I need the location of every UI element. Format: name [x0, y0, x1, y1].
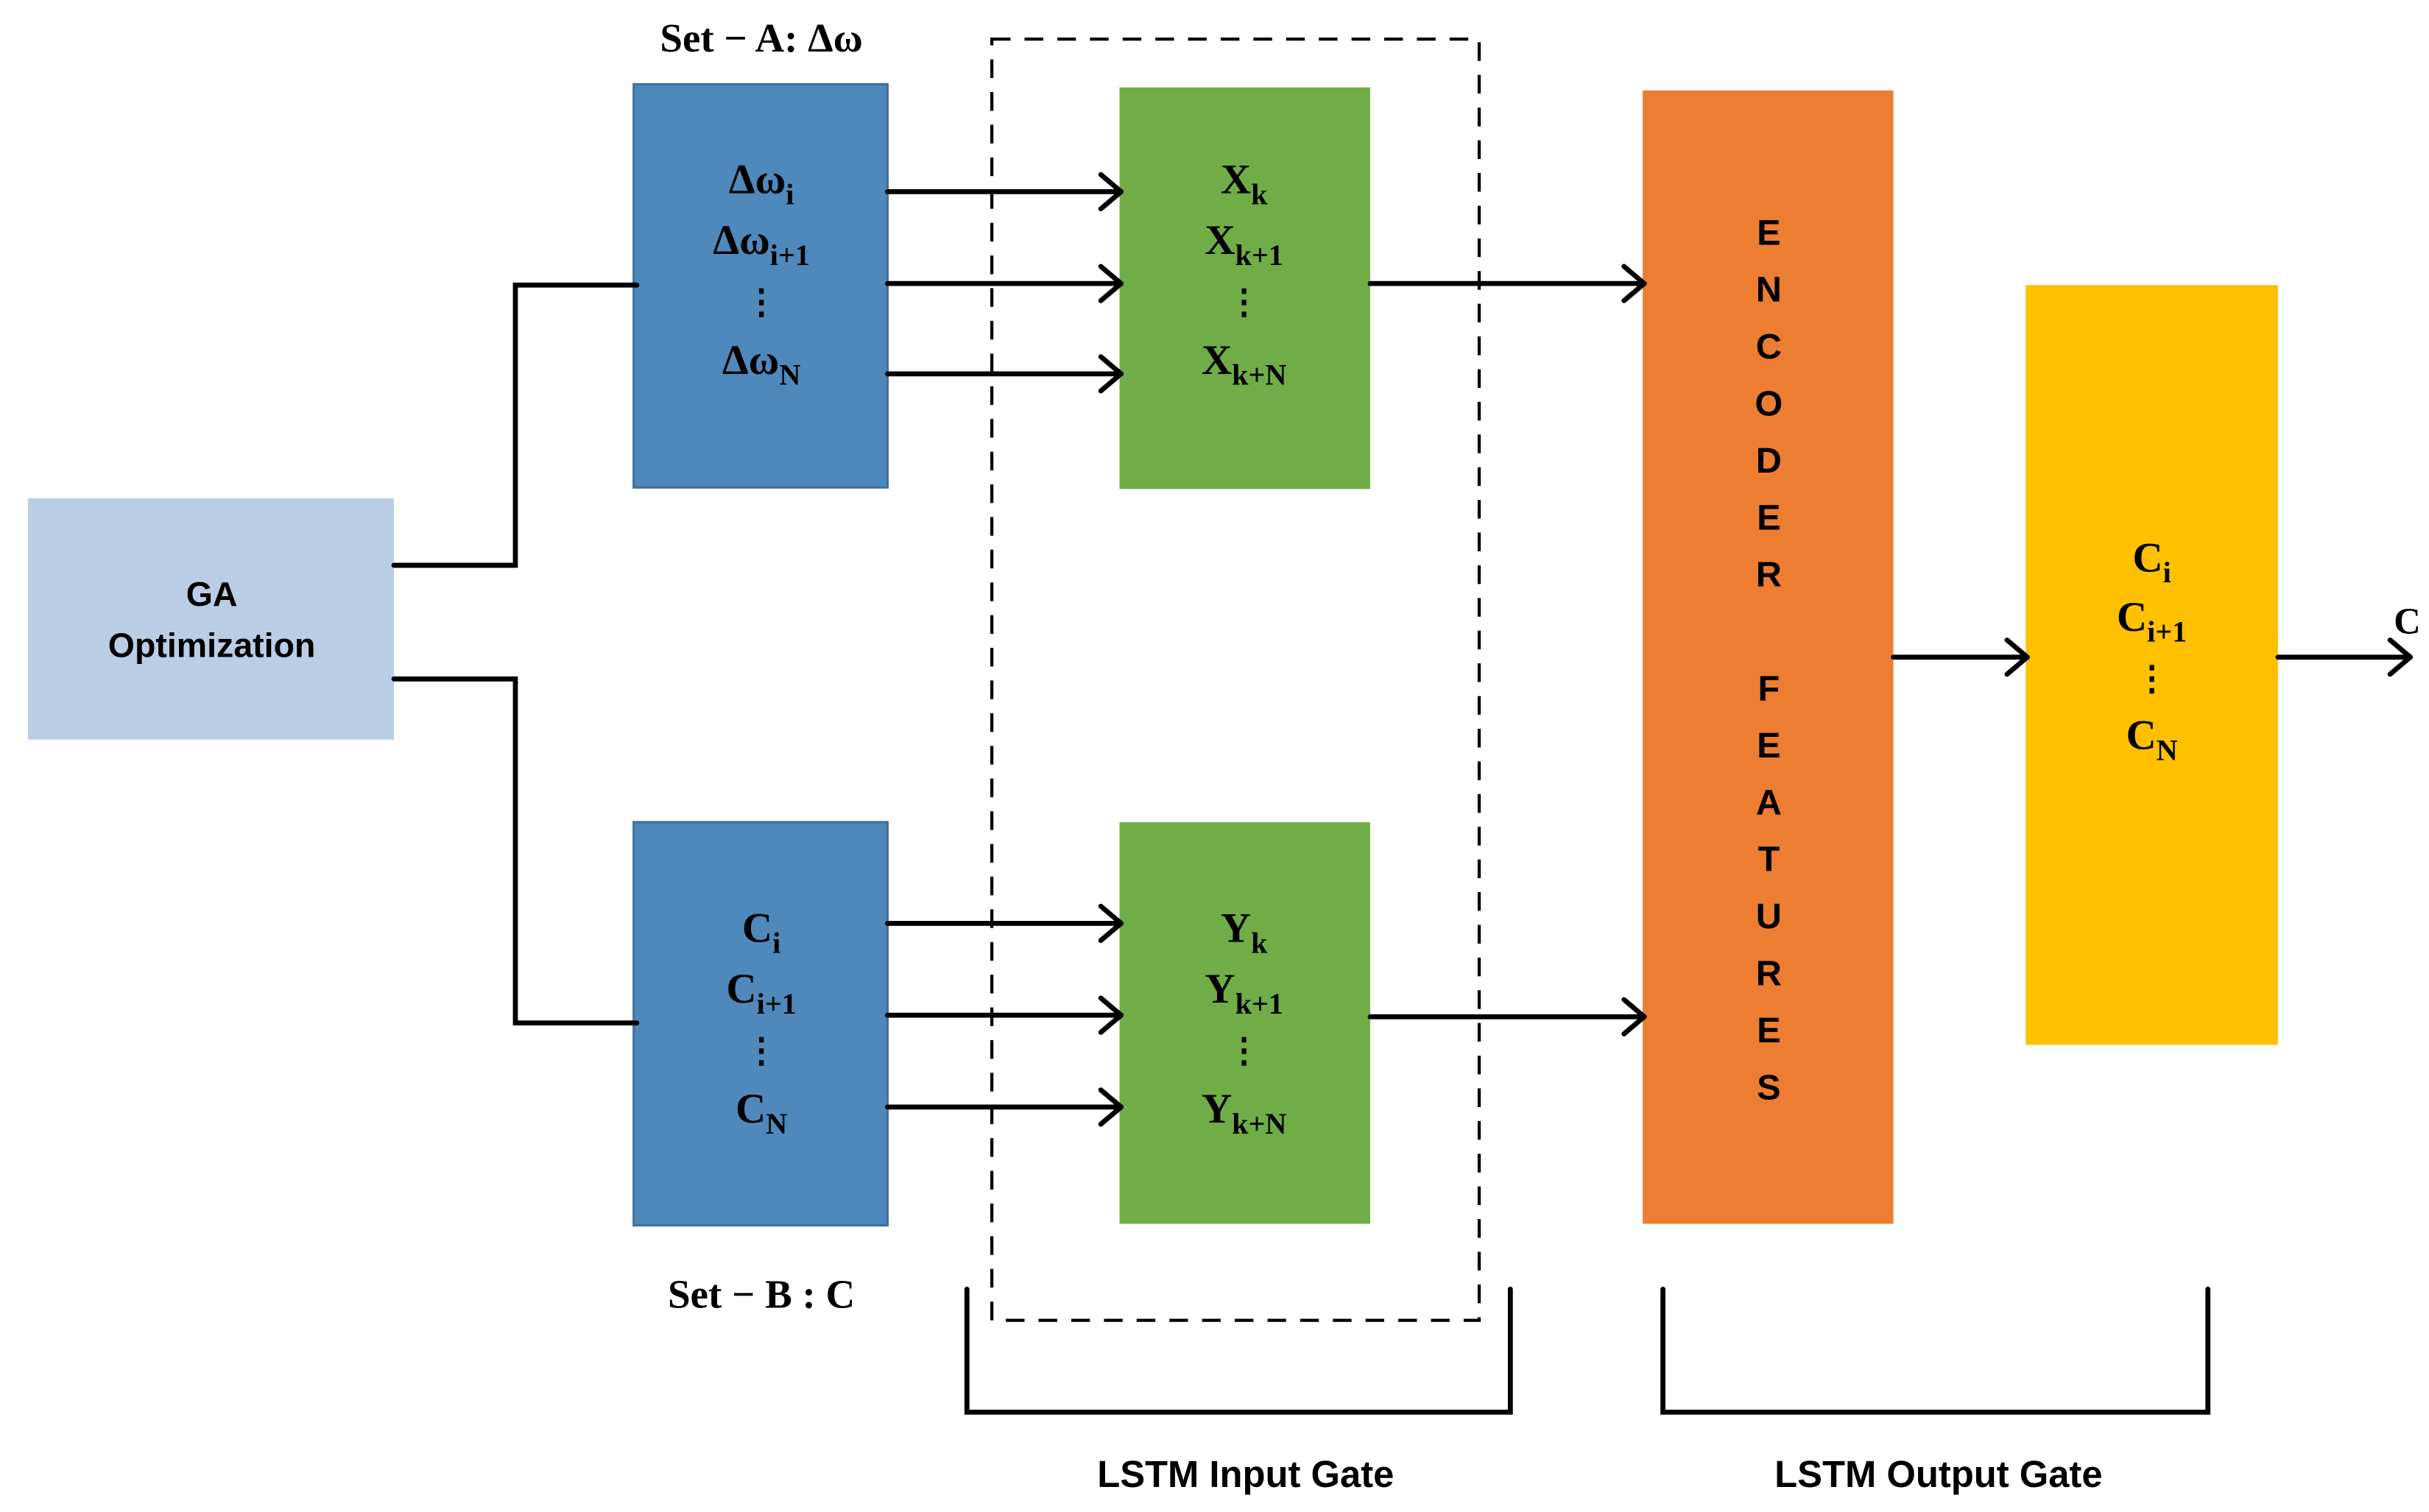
- ga-label-line2: Optimization: [108, 626, 316, 665]
- arrowhead-icon: [1621, 997, 1647, 1036]
- lstm-input-dashed-region: [990, 38, 1481, 1322]
- x-gate-ellipsis: ⋮: [1227, 283, 1261, 321]
- y-gate-box: [1119, 822, 1370, 1224]
- output-item-3: CN: [2126, 712, 2177, 766]
- encoder-letter: O: [1755, 384, 1783, 424]
- ga-to-set-a-connector: [391, 282, 640, 568]
- set-a-item-2: Δωi+1: [713, 217, 810, 272]
- set-a-ellipsis: ⋮: [744, 283, 779, 321]
- set-a-label: Set − A: Δω: [660, 15, 862, 60]
- set-b-item-1: Ci: [742, 905, 780, 960]
- set-b-to-y-arrow-2: [885, 995, 1124, 1035]
- encoder-letter: R: [1756, 555, 1782, 595]
- encoder-letter: T: [1758, 840, 1780, 880]
- y-gate-item-3: Yk+N: [1202, 1086, 1286, 1140]
- arrowhead-icon: [2387, 637, 2414, 677]
- arrowhead-icon: [1621, 264, 1647, 303]
- ga-to-set-b-connector: [391, 676, 640, 1026]
- encoder-letter: A: [1756, 783, 1782, 822]
- set-b-item-2: Ci+1: [726, 966, 796, 1020]
- set-a-to-x-arrow-2: [885, 264, 1124, 303]
- encoder-letter: E: [1757, 498, 1780, 537]
- x-gate-item-3: Xk+N: [1202, 337, 1286, 392]
- output-item-1: Ci: [2132, 534, 2171, 589]
- y-gate-to-encoder-arrow: [1367, 997, 1647, 1036]
- encoder-letter: R: [1756, 954, 1782, 994]
- encoder-to-output-arrow: [1891, 637, 2030, 677]
- output-item-2: Ci+1: [2117, 594, 2187, 649]
- set-b-label: Set − B : C: [668, 1272, 855, 1317]
- set-b-to-y-arrow-1: [885, 903, 1124, 943]
- encoder-letter: F: [1758, 669, 1780, 709]
- x-gate-item-1: Xk: [1221, 157, 1268, 211]
- arrowhead-icon: [1098, 172, 1124, 212]
- ga-label-line1: GA: [186, 575, 238, 613]
- final-output-label: C: [2394, 601, 2421, 642]
- y-gate-item-1: Yk: [1221, 905, 1268, 960]
- x-gate-box: [1119, 87, 1370, 490]
- set-a-item-1: Δωi: [729, 157, 794, 211]
- lstm-output-gate-bracket: [1660, 1286, 2211, 1415]
- encoder-letter: N: [1756, 270, 1782, 310]
- arrowhead-icon: [2004, 637, 2030, 677]
- set-a-to-x-arrow-1: [885, 172, 1124, 212]
- x-gate-item-2: Xk+1: [1205, 217, 1283, 272]
- set-a-item-3: ΔωN: [722, 337, 801, 392]
- lstm-output-gate-label: LSTM Output Gate: [1774, 1453, 2102, 1495]
- arrows: [885, 172, 2414, 1127]
- lstm-input-gate-bracket: [964, 1286, 1513, 1415]
- set-a-to-x-arrow-3: [885, 354, 1124, 394]
- arrowhead-icon: [1098, 264, 1124, 303]
- y-gate-item-2: Yk+1: [1205, 966, 1283, 1020]
- arrowhead-icon: [1098, 995, 1124, 1035]
- arrowhead-icon: [1098, 354, 1124, 394]
- set-a-box: [632, 82, 889, 489]
- y-gate-ellipsis: ⋮: [1227, 1033, 1261, 1070]
- x-gate-to-encoder-arrow: [1367, 264, 1647, 303]
- output-box: [2026, 285, 2278, 1045]
- set-b-box: [632, 821, 889, 1227]
- encoder-letter: U: [1756, 897, 1782, 936]
- encoder-letter: E: [1757, 1011, 1780, 1050]
- encoder-letter: E: [1757, 726, 1780, 766]
- encoder-letter: E: [1757, 213, 1780, 252]
- box-labels: ΔωiΔωi+1ΔωN⋮CiCi+1CN⋮XkXk+1Xk+N⋮YkYk+1Yk…: [713, 157, 2187, 1140]
- arrowhead-icon: [1098, 1087, 1124, 1127]
- output-result-arrow: [2275, 637, 2414, 677]
- arrowhead-icon: [1098, 903, 1124, 943]
- set-b-item-3: CN: [736, 1086, 787, 1140]
- encoder-letter: D: [1756, 441, 1782, 481]
- encoder-letter: S: [1757, 1067, 1780, 1107]
- encoder-features-box: [1643, 90, 1894, 1224]
- ga-optimization-box: [28, 498, 395, 740]
- encoder-letter: C: [1756, 327, 1782, 367]
- set-b-ellipsis: ⋮: [744, 1033, 779, 1070]
- set-b-to-y-arrow-3: [885, 1087, 1124, 1127]
- lstm-input-gate-label: LSTM Input Gate: [1097, 1453, 1394, 1495]
- output-ellipsis: ⋮: [2134, 660, 2169, 698]
